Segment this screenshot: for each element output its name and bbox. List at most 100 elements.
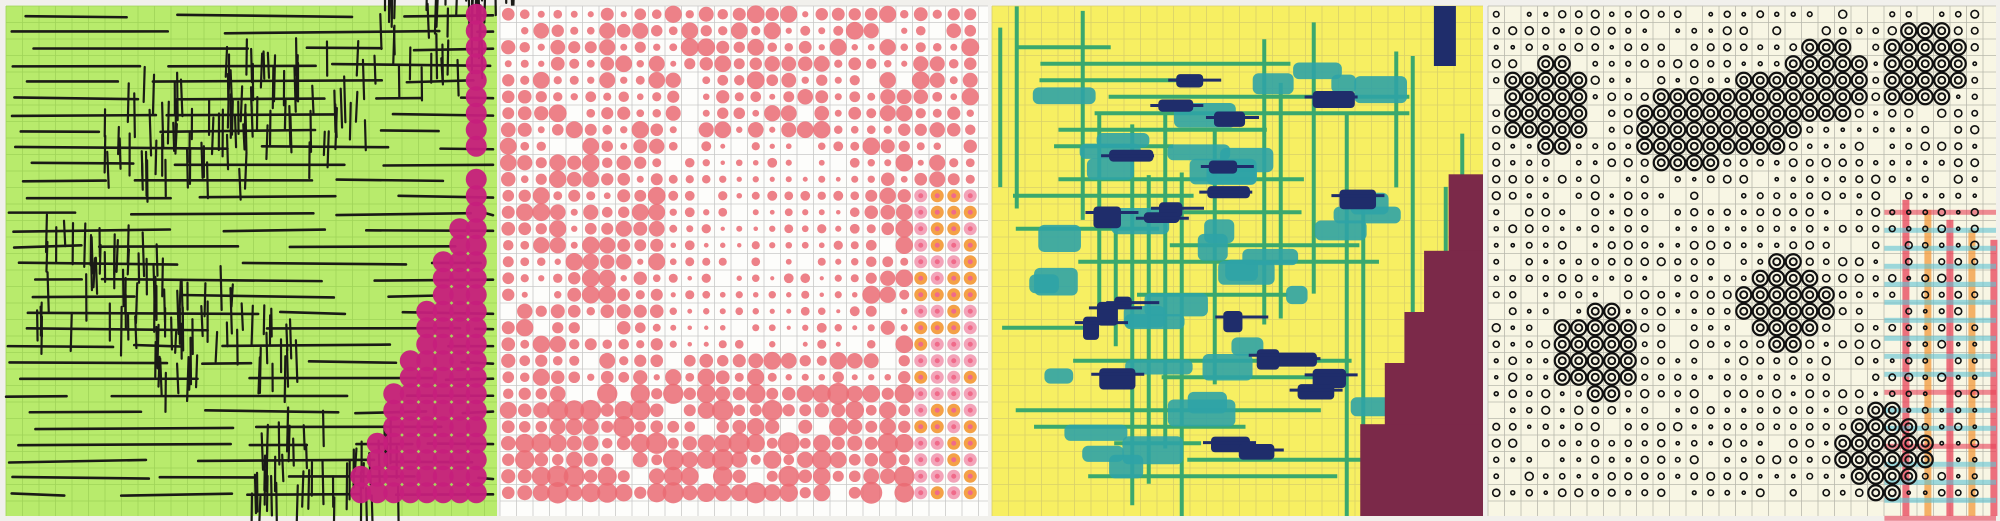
ink-dot (1526, 143, 1532, 149)
ink-dot (1625, 489, 1632, 496)
ink-dot (1954, 125, 1963, 134)
ink-dot (1575, 390, 1582, 397)
red-dot (849, 207, 860, 218)
red-dot (748, 353, 764, 369)
ink-dot (1492, 291, 1500, 299)
ink-dot (1772, 389, 1782, 399)
ink-dot (1805, 373, 1814, 382)
ink-dot (1773, 44, 1780, 51)
red-dot (896, 89, 912, 105)
ink-dot (1724, 358, 1730, 364)
red-dot (565, 253, 583, 271)
ink-dot (1937, 208, 1946, 217)
red-dot (895, 153, 914, 172)
ink-stroke (260, 432, 265, 471)
ink-ring (1553, 55, 1571, 73)
red-dot (586, 191, 596, 201)
ink-dot (1609, 193, 1615, 199)
ink-dot (1938, 308, 1945, 315)
ink-dot (1822, 488, 1831, 497)
red-dot (635, 75, 645, 85)
ink-dot (1888, 390, 1896, 398)
red-dot (865, 256, 877, 268)
ink-dot (1871, 92, 1881, 102)
ink-dot (1657, 373, 1665, 381)
magenta-dot (366, 432, 388, 454)
red-dot (696, 483, 716, 503)
magenta-dot (465, 20, 487, 42)
red-dot (779, 483, 798, 502)
magenta-dot (432, 317, 454, 339)
red-dot (598, 286, 616, 304)
red-dot (701, 273, 711, 283)
ink-ring (1706, 158, 1716, 168)
ink-dot (1838, 257, 1848, 267)
red-dot (630, 400, 651, 421)
magenta-dot (465, 135, 487, 157)
navy-blob (1339, 189, 1377, 210)
red-dot (860, 481, 883, 504)
red-dot (736, 126, 743, 133)
red-dot (634, 322, 646, 334)
ink-dot (1936, 108, 1947, 119)
navy-blob (1312, 91, 1355, 108)
ink-dot (1971, 374, 1978, 381)
red-dot (501, 205, 515, 219)
red-dot (784, 42, 794, 52)
ink-dot (1526, 424, 1532, 430)
ink-dot (1591, 208, 1600, 217)
red-dot (831, 7, 845, 21)
red-dot (716, 420, 730, 434)
red-dot (584, 123, 597, 136)
ink-ring (1590, 389, 1600, 399)
ink-ring (1755, 108, 1765, 118)
orange-dot-core (918, 341, 924, 347)
ink-ring (1817, 55, 1835, 73)
ink-dot (1854, 356, 1864, 366)
ink-dot (1774, 473, 1780, 479)
red-dot (535, 223, 547, 235)
ink-stroke (154, 275, 158, 319)
ink-dot (1971, 93, 1978, 100)
red-dot (667, 437, 679, 449)
ink-dot (1640, 9, 1650, 19)
plaid-stripe (1884, 497, 1996, 503)
ink-dot (1855, 291, 1863, 299)
ink-dot (1706, 406, 1715, 415)
red-dot (736, 192, 743, 199)
red-dot (616, 254, 632, 270)
red-dot (649, 138, 665, 154)
ink-ring (1706, 108, 1716, 118)
ink-dot (1623, 158, 1633, 168)
red-dot (517, 303, 533, 319)
red-dot (898, 140, 910, 152)
ink-dot (1574, 26, 1583, 35)
ink-ring (1838, 75, 1848, 85)
red-dot (687, 308, 693, 314)
ink-dot (1822, 241, 1830, 249)
ink-stroke (94, 256, 99, 295)
ink-ring (1871, 422, 1881, 432)
ink-stroke (393, 0, 396, 20)
ink-dot (1971, 76, 1979, 84)
red-dot (684, 421, 696, 433)
ink-ring (1685, 121, 1703, 139)
ink-dot (1887, 273, 1897, 283)
ink-dot (1493, 473, 1500, 480)
ink-ring (1768, 335, 1786, 353)
red-dot (881, 387, 894, 400)
ink-dot (1756, 422, 1765, 431)
ink-ring (1920, 455, 1930, 465)
teal-blob (1293, 62, 1342, 80)
ink-ring (1751, 302, 1769, 320)
ink-dot (1623, 207, 1633, 217)
ink-dot (1526, 308, 1532, 314)
ink-dot (1739, 174, 1749, 184)
ink-stroke (155, 243, 159, 277)
orange-dot-core (934, 226, 940, 232)
ink-dot (1708, 11, 1714, 17)
ink-stroke (161, 101, 165, 149)
red-dot (535, 354, 548, 367)
ink-dot (1609, 44, 1615, 50)
ink-ring (1772, 339, 1782, 349)
